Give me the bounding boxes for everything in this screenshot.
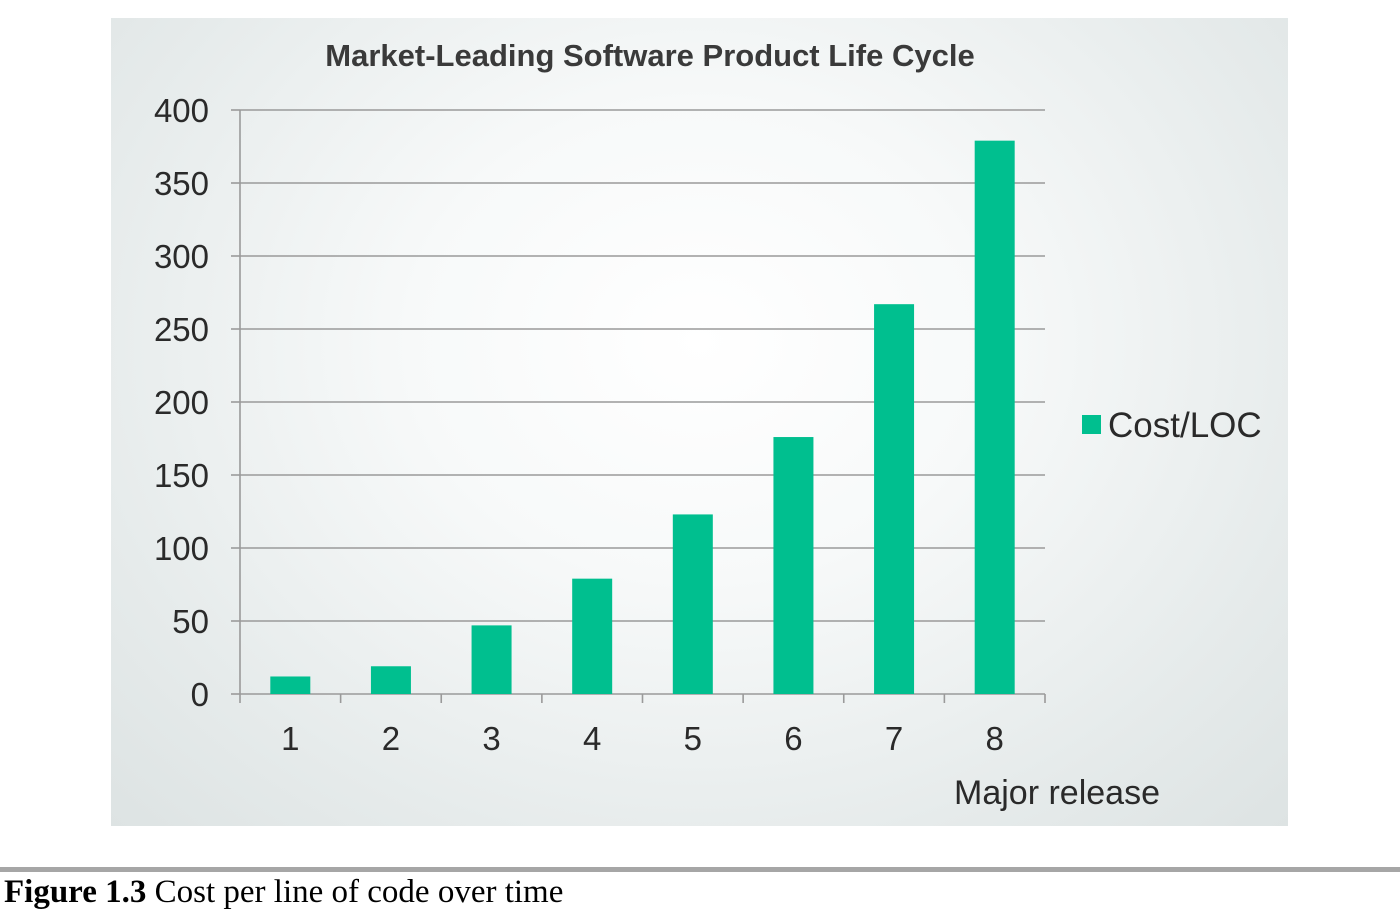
x-tick-labels: 1 2 3 4 5 6 7 8 xyxy=(281,720,1004,757)
legend-swatch xyxy=(1082,415,1101,434)
bar xyxy=(874,304,915,694)
y-tick-label: 350 xyxy=(154,165,209,202)
x-tick-label: 6 xyxy=(784,720,802,757)
x-tick-label: 5 xyxy=(684,720,702,757)
y-tick-label: 200 xyxy=(154,384,209,421)
x-tick-label: 1 xyxy=(281,720,299,757)
legend: Cost/LOC xyxy=(1082,406,1262,445)
y-tick-label: 50 xyxy=(172,603,209,640)
y-tick-label: 150 xyxy=(154,457,209,494)
bar xyxy=(471,625,512,694)
gridlines xyxy=(231,109,1045,695)
bar xyxy=(773,437,814,694)
x-tick-label: 8 xyxy=(986,720,1004,757)
figure-caption: Figure 1.3 Cost per line of code over ti… xyxy=(4,872,563,912)
y-tick-label: 0 xyxy=(191,676,209,713)
caption-text: Cost per line of code over time xyxy=(146,874,564,910)
caption-label: Figure 1.3 xyxy=(4,874,147,910)
y-tick-label: 100 xyxy=(154,530,209,567)
chart-title: Market-Leading Software Product Life Cyc… xyxy=(325,38,974,73)
bar xyxy=(572,578,613,694)
x-tick-label: 4 xyxy=(583,720,601,757)
y-tick-label: 250 xyxy=(154,311,209,348)
caption-divider xyxy=(0,867,1400,872)
bar xyxy=(370,666,411,694)
x-tick-label: 2 xyxy=(382,720,400,757)
y-tick-label: 300 xyxy=(154,238,209,275)
x-axis-title: Major release xyxy=(954,774,1160,812)
x-tick-label: 7 xyxy=(885,720,903,757)
legend-label: Cost/LOC xyxy=(1108,406,1262,445)
x-tick-label: 3 xyxy=(482,720,500,757)
y-tick-label: 400 xyxy=(154,92,209,129)
bar xyxy=(974,140,1015,694)
y-tick-labels: 0 50 100 150 200 250 300 350 400 xyxy=(154,92,209,713)
bars xyxy=(270,140,1015,694)
bar xyxy=(672,514,713,694)
bar xyxy=(270,676,311,694)
axes xyxy=(239,110,1046,703)
